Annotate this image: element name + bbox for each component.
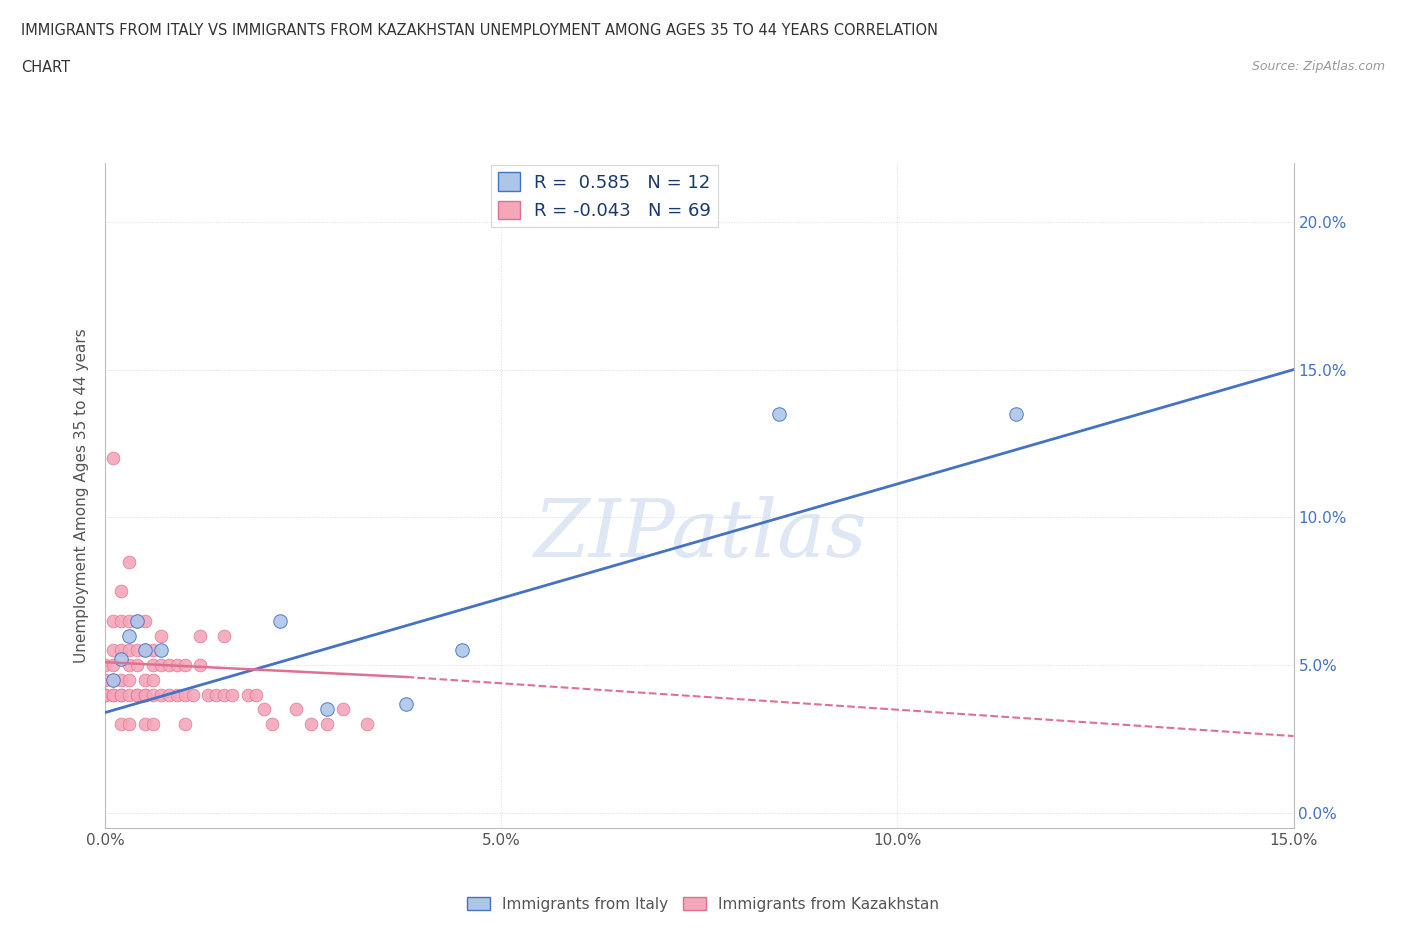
Point [142,687,165,702]
Point [166,687,188,702]
Point [127,614,149,629]
Point [1005,406,1028,421]
Point [103,643,125,658]
Point [118,658,141,672]
Point [127,687,149,702]
Point [260,717,283,732]
Point [284,702,307,717]
Point [142,672,165,687]
Point [149,687,172,702]
Point [118,628,141,643]
Point [134,614,156,629]
Point [149,658,172,672]
Point [316,702,339,717]
Point [173,687,195,702]
Point [157,687,180,702]
Point [94,687,117,702]
Point [110,652,132,667]
Point [214,687,236,702]
Point [190,628,212,643]
Point [149,628,172,643]
Point [110,717,132,732]
Point [190,658,212,672]
Point [142,717,165,732]
Point [103,687,125,702]
Point [118,687,141,702]
Point [332,702,354,717]
Point [103,658,125,672]
Point [269,614,291,629]
Point [110,687,132,702]
Point [94,687,117,702]
Point [149,643,172,658]
Point [166,658,188,672]
Point [299,717,322,732]
Legend: Immigrants from Italy, Immigrants from Kazakhstan: Immigrants from Italy, Immigrants from K… [461,890,945,918]
Point [118,554,141,569]
Point [127,614,149,629]
Point [94,672,117,687]
Point [134,643,156,658]
Point [134,643,156,658]
Point [221,687,243,702]
Point [103,614,125,629]
Point [450,643,472,658]
Point [134,687,156,702]
Point [134,717,156,732]
Point [214,628,236,643]
Point [110,672,132,687]
Point [316,717,339,732]
Point [768,406,790,421]
Point [110,614,132,629]
Point [94,658,117,672]
Point [103,672,125,687]
Legend: R =  0.585   N = 12, R = -0.043   N = 69: R = 0.585 N = 12, R = -0.043 N = 69 [491,166,718,227]
Point [94,687,117,702]
Point [110,687,132,702]
Point [103,672,125,687]
Point [173,717,195,732]
Point [205,687,228,702]
Point [127,658,149,672]
Text: Source: ZipAtlas.com: Source: ZipAtlas.com [1251,60,1385,73]
Point [127,643,149,658]
Point [103,451,125,466]
Point [245,687,267,702]
Text: ZIPatlas: ZIPatlas [533,497,866,574]
Point [118,672,141,687]
Point [253,702,276,717]
Point [197,687,219,702]
Point [110,643,132,658]
Point [356,717,378,732]
Text: CHART: CHART [21,60,70,75]
Point [110,584,132,599]
Point [395,697,418,711]
Point [181,687,204,702]
Y-axis label: Unemployment Among Ages 35 to 44 years: Unemployment Among Ages 35 to 44 years [75,328,90,662]
Text: IMMIGRANTS FROM ITALY VS IMMIGRANTS FROM KAZAKHSTAN UNEMPLOYMENT AMONG AGES 35 T: IMMIGRANTS FROM ITALY VS IMMIGRANTS FROM… [21,23,938,38]
Point [118,717,141,732]
Point [118,643,141,658]
Point [127,687,149,702]
Point [157,658,180,672]
Point [236,687,259,702]
Point [134,687,156,702]
Point [173,658,195,672]
Point [142,643,165,658]
Point [118,614,141,629]
Point [142,658,165,672]
Point [103,687,125,702]
Point [134,672,156,687]
